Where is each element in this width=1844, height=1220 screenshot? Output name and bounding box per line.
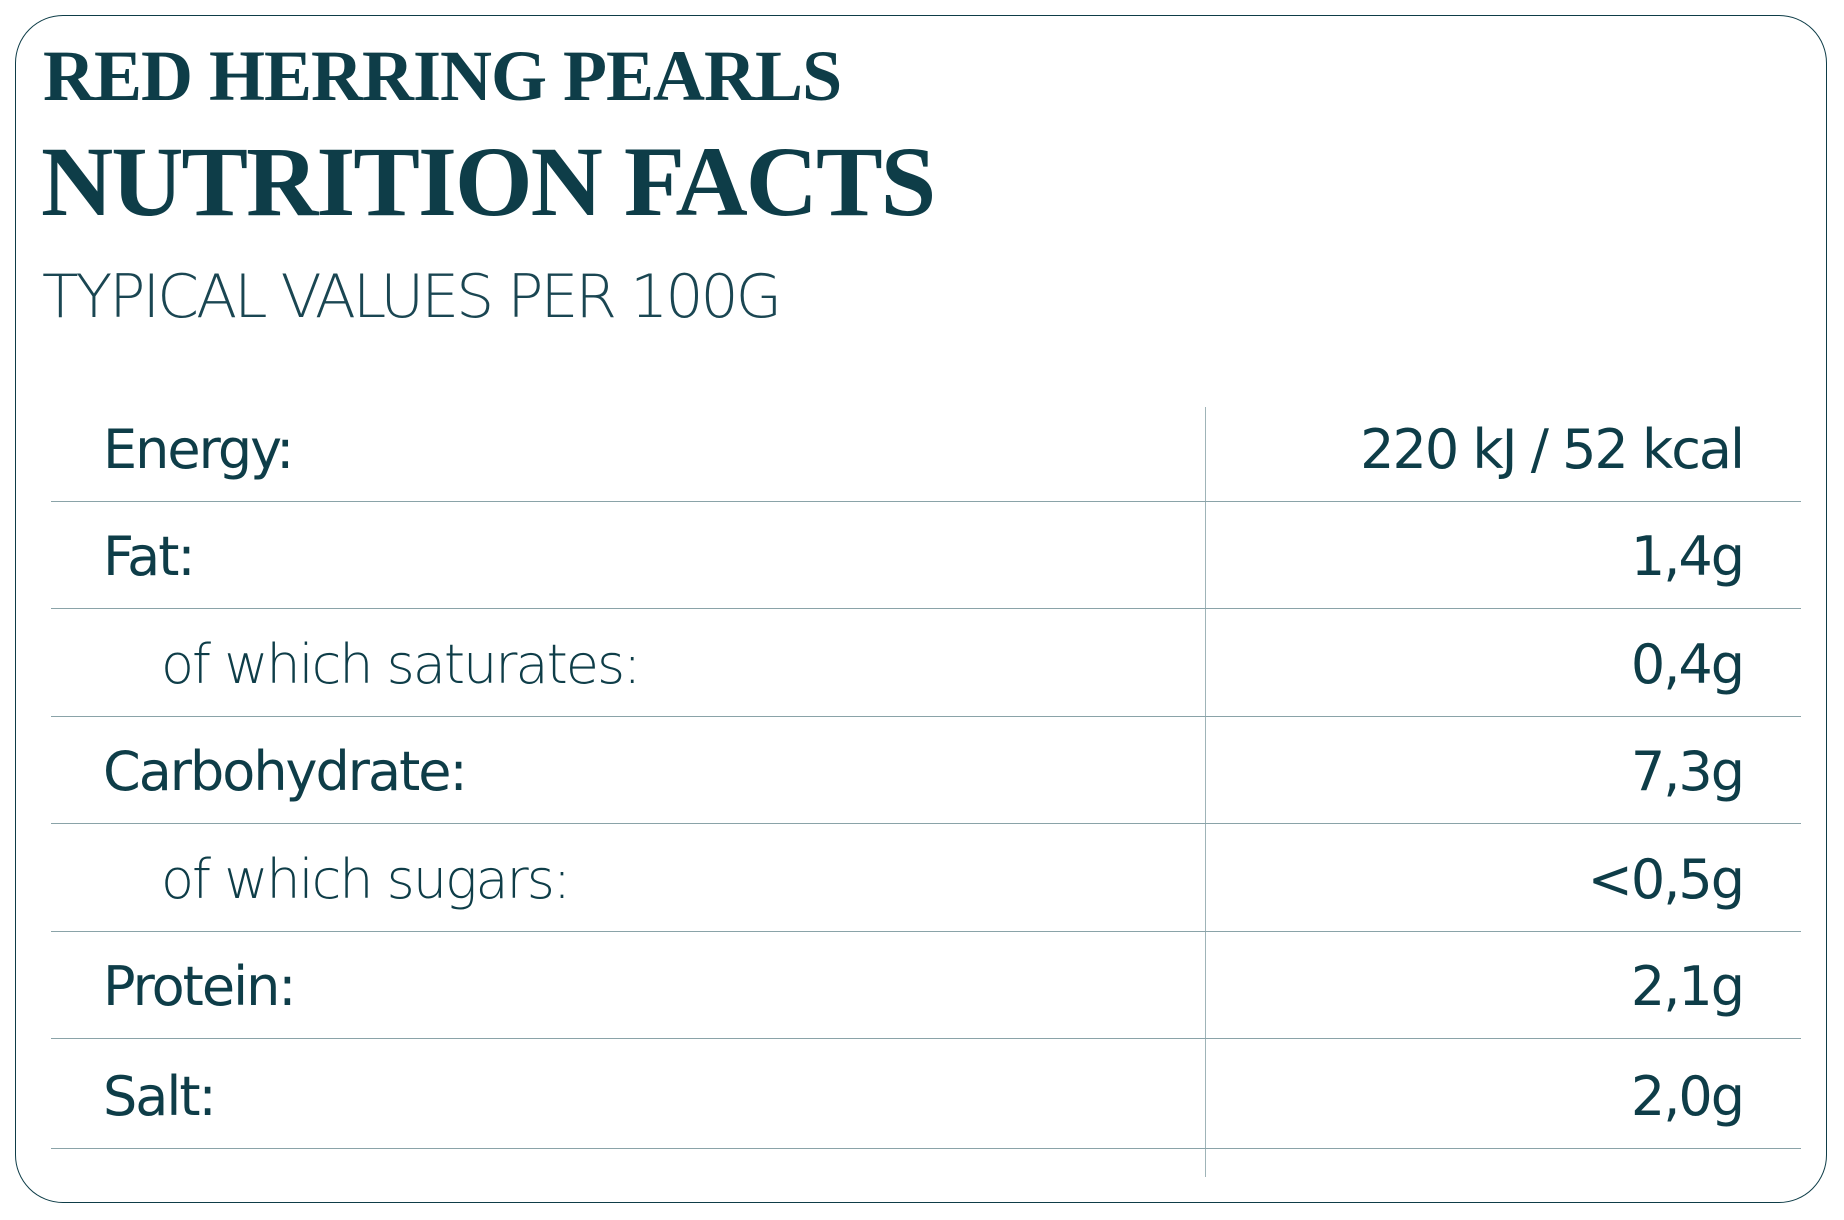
row-value: <0,5g (1587, 848, 1745, 911)
row-label: Carbohydrate: (103, 740, 468, 803)
row-value: 2,0g (1630, 1065, 1745, 1128)
page-title: NUTRITION FACTS (41, 126, 936, 237)
table-row-sugars: of which sugars: <0,5g (51, 825, 1801, 932)
row-label: Salt: (103, 1065, 217, 1128)
row-label: Fat: (103, 525, 196, 588)
table-row-energy: Energy: 220 kJ / 52 kcal (51, 395, 1801, 502)
table-row-protein: Protein: 2,1g (51, 932, 1801, 1039)
table-row-fat: Fat: 1,4g (51, 502, 1801, 609)
row-label: Energy: (103, 418, 294, 481)
row-label: of which saturates: (161, 633, 641, 696)
table-row-salt: Salt: 2,0g (51, 1042, 1801, 1149)
subtitle: TYPICAL VALUES PER 100G (42, 262, 782, 332)
row-label: Protein: (103, 955, 296, 1018)
row-value: 7,3g (1630, 740, 1745, 803)
row-value: 2,1g (1630, 955, 1745, 1018)
table-row-carbohydrate: Carbohydrate: 7,3g (51, 717, 1801, 824)
nutrition-card (15, 15, 1827, 1203)
row-value: 1,4g (1630, 525, 1745, 588)
row-label: of which sugars: (161, 848, 571, 911)
column-divider (1205, 407, 1206, 1177)
table-row-saturates: of which saturates: 0,4g (51, 610, 1801, 717)
product-name: RED HERRING PEARLS (43, 36, 842, 116)
row-value: 220 kJ / 52 kcal (1360, 418, 1745, 481)
row-value: 0,4g (1630, 633, 1745, 696)
